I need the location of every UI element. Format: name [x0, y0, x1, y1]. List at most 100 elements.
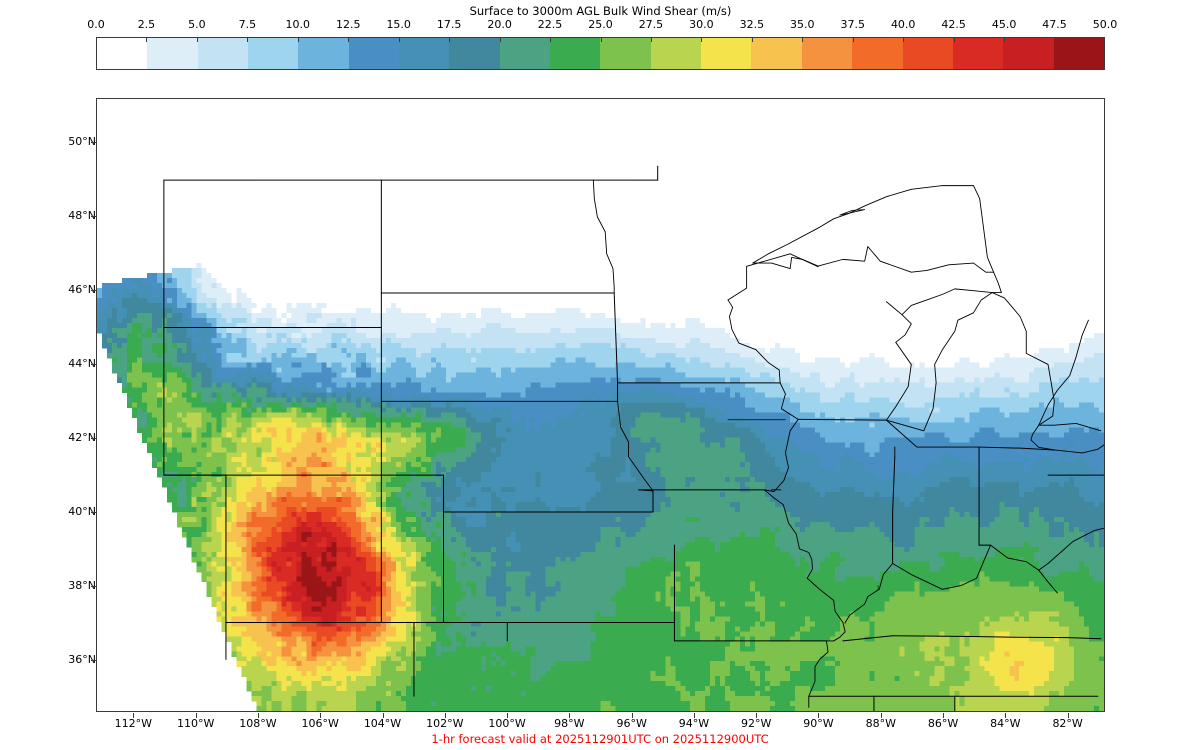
- colorbar-tick-label: 20.0: [487, 18, 512, 31]
- isle-royale: [839, 209, 866, 216]
- longitude-tick: [818, 713, 819, 718]
- colorbar-segment: [399, 38, 450, 69]
- longitude-tick: [445, 713, 446, 718]
- map-axes[interactable]: [96, 98, 1105, 712]
- colorbar-segment: [952, 38, 1004, 69]
- colorbar-segment: [701, 38, 752, 69]
- lake-huron-erie-west-shore: [991, 292, 1055, 451]
- wi-ia-mississippi: [779, 382, 799, 420]
- colorbar-tick: [651, 37, 652, 42]
- va-nc-line: [1067, 637, 1102, 640]
- colorbar-segment: [1003, 38, 1054, 69]
- ohio-michigan-line: [978, 446, 1055, 451]
- colorbar-tick: [954, 37, 955, 42]
- map-canvas: [97, 165, 1104, 711]
- kentucky-tennessee-line: [892, 635, 1069, 639]
- colorbar-tick: [550, 37, 551, 42]
- colorbar: [96, 37, 1105, 70]
- longitude-tick: [1005, 713, 1006, 718]
- colorbar-ticks: [96, 37, 1105, 70]
- longitude-tick-label: 92°W: [741, 717, 772, 730]
- colorbar-segment: [147, 38, 198, 69]
- latitude-tick: [91, 216, 96, 217]
- longitude-tick: [383, 713, 384, 718]
- wv-ky-line: [1038, 569, 1058, 594]
- colorbar-segment: [248, 38, 299, 69]
- latitude-tick: [91, 660, 96, 661]
- latitude-tick: [91, 438, 96, 439]
- colorbar-tick: [348, 37, 349, 42]
- latitude-tick-label: 46°N: [68, 283, 96, 297]
- colorbar-tick-label: 42.5: [941, 18, 966, 31]
- shear-field: [97, 178, 1104, 711]
- ohio-river-il-ky: [844, 563, 894, 623]
- longitude-tick-label: 96°W: [616, 717, 647, 730]
- colorbar-tick-label: 25.0: [588, 18, 613, 31]
- colorbar-tick: [752, 37, 753, 42]
- latitude-tick: [91, 364, 96, 365]
- colorbar-gradient: [96, 37, 1105, 70]
- wi-mn-lake-superior: [727, 253, 819, 301]
- colorbar-tick: [399, 37, 400, 42]
- illinois-iowa-river: [763, 418, 799, 493]
- colorbar-tick: [298, 37, 299, 42]
- lake-michigan-east-shore: [885, 292, 993, 432]
- straits-mackinac: [991, 271, 1002, 294]
- colorbar-tick-label: 2.5: [137, 18, 156, 31]
- colorbar-tick-label: 45.0: [991, 18, 1017, 31]
- mississippi-river-border: [763, 489, 846, 708]
- latitude-tick: [91, 290, 96, 291]
- colorbar-tick-label: 12.5: [336, 18, 361, 31]
- colorbar-segment: [449, 38, 500, 69]
- lake-superior-south-shore: [752, 246, 995, 273]
- ohio-river-oh-ky: [978, 544, 1040, 571]
- longitude-tick-label: 88°W: [865, 717, 896, 730]
- longitude-tick: [632, 713, 633, 718]
- longitude-tick-label: 108°W: [239, 717, 277, 730]
- longitude-tick-label: 90°W: [803, 717, 834, 730]
- lake-michigan-west-shore: [885, 301, 912, 421]
- colorbar-tick-label: 30.0: [689, 18, 714, 31]
- colorbar-segment: [1053, 38, 1104, 69]
- up-south-shore-west: [901, 288, 993, 316]
- longitude-tick: [320, 713, 321, 718]
- latitude-tick: [91, 142, 96, 143]
- longitude-tick-label: 86°W: [927, 717, 959, 730]
- colorbar-tick-label: 35.0: [790, 18, 815, 31]
- colorbar-tick-label: 5.0: [188, 18, 206, 31]
- colorbar-tick-label: 7.5: [238, 18, 257, 31]
- ohio-pennsylvania-line: [1047, 474, 1104, 476]
- iowa-mo-ne-corner: [638, 489, 654, 492]
- mn-nd-river: [592, 179, 615, 294]
- longitude-tick: [1068, 713, 1069, 718]
- colorbar-tick: [903, 37, 904, 42]
- latitude-tick-label: 40°N: [68, 505, 96, 519]
- longitude-tick-label: 110°W: [176, 717, 215, 730]
- colorbar-tick-label: 50.0: [1092, 18, 1118, 31]
- longitude-tick: [258, 713, 259, 718]
- longitude-tick: [943, 713, 944, 718]
- illinois-wisconsin-line: [797, 418, 887, 421]
- colorbar-tick-label: 40.0: [890, 18, 916, 31]
- nebraska-kansas-line: [380, 474, 654, 513]
- colorbar-tick-labels: 0.0 2.5 5.0 7.5 10.0 12.5 15.0 17.5 20.0 22.5 25.0…: [87, 18, 1117, 33]
- colorbar-tick: [146, 37, 147, 42]
- lake-erie-north-shore: [1038, 422, 1102, 432]
- latitude-tick-label: 36°N: [68, 653, 96, 667]
- latitude-tick-label: 44°N: [68, 357, 96, 371]
- colorbar-segment: [801, 38, 853, 69]
- ky-tn-w: [842, 635, 894, 642]
- colorbar-segment: [650, 38, 702, 69]
- colorbar-tick: [1055, 37, 1056, 42]
- colorbar-segment: [97, 38, 148, 69]
- longitude-tick: [507, 713, 508, 718]
- colorbar-tick: [197, 37, 198, 42]
- colorbar-segment: [298, 38, 349, 69]
- latitude-tick-label: 48°N: [68, 209, 96, 223]
- longitude-tick: [881, 713, 882, 718]
- mn-sd-line: [613, 292, 619, 384]
- colorbar-tick-label: 22.5: [537, 18, 563, 31]
- colorbar-tick: [449, 37, 450, 42]
- longitude-tick-label: 106°W: [301, 717, 339, 730]
